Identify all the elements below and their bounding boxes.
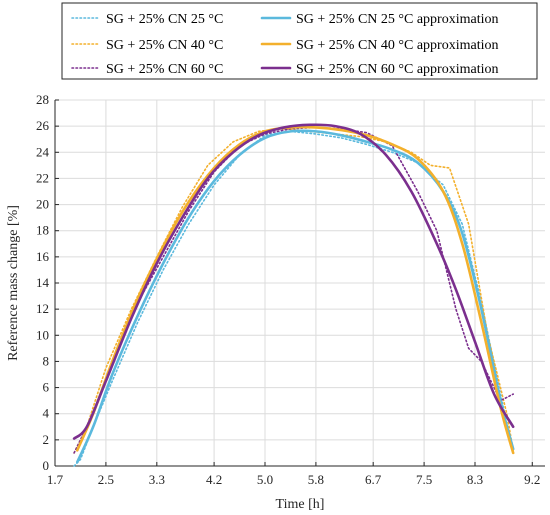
x-tick-label: 4.2 bbox=[206, 472, 222, 487]
y-tick-label: 2 bbox=[43, 432, 50, 447]
legend: SG + 25% CN 25 °C SG + 25% CN 40 °C SG + 2… bbox=[61, 2, 538, 80]
y-tick-label: 18 bbox=[36, 223, 49, 238]
y-tick-label: 0 bbox=[43, 458, 50, 473]
y-axis-label: Reference mass change [%] bbox=[6, 205, 21, 361]
y-tick-label: 24 bbox=[36, 144, 50, 159]
series-layer bbox=[72, 123, 515, 467]
y-tick-label: 28 bbox=[36, 92, 49, 107]
y-tick-label: 4 bbox=[43, 406, 50, 421]
x-tick-label: 6.7 bbox=[365, 472, 382, 487]
x-tick-label: 9.2 bbox=[524, 472, 540, 487]
x-tick-label: 5.0 bbox=[257, 472, 273, 487]
x-tick-label: 1.7 bbox=[47, 472, 64, 487]
legend-box bbox=[61, 2, 538, 80]
legend-entry-label: SG + 25% CN 25 °C bbox=[106, 12, 223, 27]
series-line-sg-25-cn-25-c-approximation bbox=[75, 129, 515, 464]
y-tick-label: 12 bbox=[36, 301, 49, 316]
y-tick-label: 8 bbox=[43, 353, 50, 368]
legend-entry-label: SG + 25% CN 60 °C approximation bbox=[296, 62, 499, 77]
x-tick-label: 3.3 bbox=[149, 472, 165, 487]
x-tick-label: 5.8 bbox=[308, 472, 324, 487]
x-tick-label: 8.3 bbox=[467, 472, 483, 487]
x-axis-label: Time [h] bbox=[276, 497, 325, 512]
plot-area-frame bbox=[54, 99, 545, 467]
x-tick-label: 2.5 bbox=[98, 472, 114, 487]
legend-entry-label: SG + 25% CN 25 °C approximation bbox=[296, 12, 499, 27]
y-tick-label: 26 bbox=[36, 118, 50, 133]
legend-entry-label: SG + 25% CN 40 °C bbox=[106, 38, 223, 53]
y-tick-label: 22 bbox=[36, 170, 49, 185]
y-tick-label: 20 bbox=[36, 197, 49, 212]
legend-entry-label: SG + 25% CN 60 °C bbox=[106, 62, 223, 77]
series-line-sg-25-cn-60-c-approximation bbox=[72, 123, 515, 440]
y-tick-label: 10 bbox=[36, 327, 49, 342]
y-tick-label: 16 bbox=[36, 249, 50, 264]
y-tick-label: 14 bbox=[36, 275, 50, 290]
y-tick-label: 6 bbox=[43, 380, 50, 395]
x-tick-labels: 1.7 2.5 3.3 4.2 5.0 5.8 6.7 7.5 8.3 9.2 bbox=[47, 472, 541, 487]
series-line-sg-25-cn-40-c-approximation bbox=[75, 125, 515, 455]
legend-entry-label: SG + 25% CN 40 °C approximation bbox=[296, 38, 499, 53]
x-tick-label: 7.5 bbox=[416, 472, 432, 487]
